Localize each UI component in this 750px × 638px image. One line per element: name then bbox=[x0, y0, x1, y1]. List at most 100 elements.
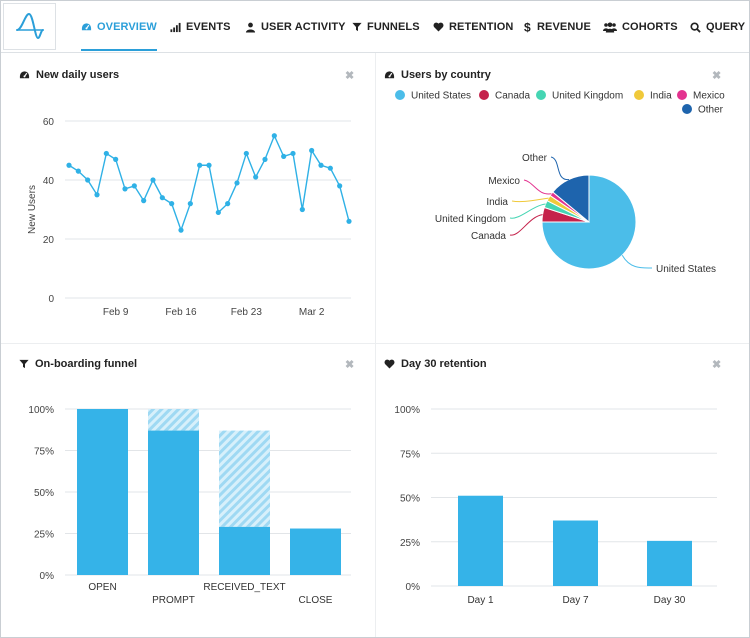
retention-bar-chart: 0% 25% 50% 75% 100% Day 1 Day 7 Day 30 bbox=[394, 405, 717, 606]
pie-slice-label: Canada bbox=[471, 231, 506, 242]
funnel-title: On-boarding funnel bbox=[19, 358, 137, 370]
pie-slice-label: India bbox=[486, 197, 508, 208]
funnel-bar[interactable] bbox=[77, 409, 128, 575]
legend-label[interactable]: United States bbox=[411, 91, 471, 102]
country-title: Users by country bbox=[384, 69, 491, 81]
amplitude-logo[interactable] bbox=[3, 3, 56, 50]
x-tick-label: Feb 23 bbox=[231, 307, 263, 318]
data-point[interactable] bbox=[141, 198, 147, 204]
legend-label[interactable]: India bbox=[650, 91, 672, 102]
data-point[interactable] bbox=[337, 183, 343, 189]
data-point[interactable] bbox=[178, 227, 184, 233]
pie-slice[interactable] bbox=[552, 174, 590, 224]
retention-title: Day 30 retention bbox=[384, 358, 487, 370]
data-point[interactable] bbox=[113, 156, 119, 162]
y-tick-label: 0 bbox=[48, 294, 54, 305]
nav-tab-user-activity[interactable]: USER ACTIVITY bbox=[245, 1, 346, 53]
y-tick-label: 50% bbox=[34, 488, 54, 499]
nav-tab-events[interactable]: EVENTS bbox=[170, 1, 231, 53]
data-point[interactable] bbox=[169, 201, 175, 207]
nav-tab-label: USER ACTIVITY bbox=[261, 21, 346, 33]
data-point[interactable] bbox=[234, 180, 240, 186]
x-tick-label: RECEIVED_TEXT bbox=[203, 582, 285, 593]
data-point[interactable] bbox=[271, 133, 277, 139]
data-point[interactable] bbox=[75, 168, 81, 174]
nav-tab-overview[interactable]: OVERVIEW bbox=[81, 1, 157, 53]
y-axis-label: New Users bbox=[27, 185, 38, 234]
retention-close-button[interactable]: ✖ bbox=[712, 359, 722, 371]
heart-icon bbox=[384, 359, 395, 369]
data-point[interactable] bbox=[206, 162, 212, 168]
y-tick-label: 75% bbox=[400, 449, 420, 460]
x-tick-label: PROMPT bbox=[152, 595, 195, 606]
legend-swatch bbox=[536, 90, 546, 100]
data-point[interactable] bbox=[327, 165, 333, 171]
legend-label[interactable]: Other bbox=[698, 105, 724, 116]
nav-tab-cohorts[interactable]: COHORTS bbox=[603, 1, 678, 53]
search-icon bbox=[690, 21, 701, 33]
data-point[interactable] bbox=[299, 206, 305, 213]
funnel-bar[interactable] bbox=[219, 526, 270, 575]
pie-label-connector bbox=[550, 156, 570, 180]
data-point[interactable] bbox=[318, 162, 324, 168]
nav-tab-query[interactable]: QUERY bbox=[690, 1, 745, 53]
funnel-bar[interactable] bbox=[148, 430, 199, 575]
y-tick-label: 0% bbox=[40, 571, 55, 582]
data-point[interactable] bbox=[215, 209, 221, 216]
retention-bar[interactable] bbox=[553, 520, 598, 586]
y-tick-label: 40 bbox=[43, 176, 55, 187]
data-point[interactable] bbox=[290, 150, 296, 157]
bar-signal-icon bbox=[170, 22, 181, 33]
data-point[interactable] bbox=[85, 177, 91, 183]
filter-icon bbox=[352, 22, 362, 32]
legend-swatch bbox=[479, 90, 489, 100]
series-line bbox=[68, 133, 350, 233]
data-point[interactable] bbox=[187, 201, 193, 207]
funnel-dropoff-bar[interactable] bbox=[219, 430, 270, 527]
country-close-button[interactable]: ✖ bbox=[712, 70, 722, 82]
legend-label[interactable]: Mexico bbox=[693, 91, 725, 102]
pie-slice-label: United Kingdom bbox=[435, 214, 506, 225]
pie-label-connector bbox=[621, 254, 653, 269]
nav-tab-label: FUNNELS bbox=[367, 21, 420, 33]
country-title-text: Users by country bbox=[401, 69, 491, 81]
data-point[interactable] bbox=[281, 153, 287, 159]
y-tick-label: 75% bbox=[34, 447, 54, 458]
daily-users-title: New daily users bbox=[19, 69, 119, 81]
nav-tab-funnels[interactable]: FUNNELS bbox=[352, 1, 420, 53]
nav-tab-revenue[interactable]: $ REVENUE bbox=[524, 1, 591, 53]
data-point[interactable] bbox=[94, 192, 100, 198]
data-point[interactable] bbox=[159, 195, 165, 201]
pie-slice-label: Other bbox=[522, 153, 548, 164]
funnel-bar[interactable] bbox=[290, 528, 341, 575]
x-tick-label: CLOSE bbox=[299, 595, 333, 606]
data-point[interactable] bbox=[122, 186, 128, 192]
data-point[interactable] bbox=[262, 156, 268, 162]
legend-label[interactable]: United Kingdom bbox=[552, 91, 623, 102]
data-point[interactable] bbox=[131, 183, 137, 189]
pie-slice-label: United States bbox=[656, 264, 716, 275]
data-point[interactable] bbox=[66, 162, 72, 168]
funnel-bar-chart: 0% 25% 50% 75% 100% OPEN PROMPT RECEIVED_TEXT CL… bbox=[28, 405, 351, 606]
retention-bar[interactable] bbox=[458, 495, 503, 586]
data-point[interactable] bbox=[243, 150, 249, 157]
top-navigation: OVERVIEW EVENTS USER ACTIVITY FUNNELS RETENT… bbox=[1, 1, 749, 53]
nav-tab-label: REVENUE bbox=[537, 21, 591, 33]
data-point[interactable] bbox=[103, 150, 109, 157]
data-point[interactable] bbox=[253, 174, 259, 180]
x-tick-label: Day 30 bbox=[654, 595, 686, 606]
dollar-icon: $ bbox=[524, 21, 532, 33]
data-point[interactable] bbox=[150, 177, 156, 183]
data-point[interactable] bbox=[346, 218, 352, 224]
funnel-close-button[interactable]: ✖ bbox=[345, 359, 355, 371]
pie-label-connector bbox=[523, 179, 552, 195]
retention-bar[interactable] bbox=[647, 540, 692, 586]
dashboard-icon bbox=[81, 22, 92, 33]
legend-label[interactable]: Canada bbox=[495, 91, 530, 102]
funnel-dropoff-bar[interactable] bbox=[148, 409, 199, 431]
daily-users-close-button[interactable]: ✖ bbox=[345, 70, 355, 82]
data-point[interactable] bbox=[309, 147, 315, 154]
data-point[interactable] bbox=[197, 162, 203, 168]
data-point[interactable] bbox=[225, 201, 231, 207]
nav-tab-retention[interactable]: RETENTION bbox=[433, 1, 513, 53]
